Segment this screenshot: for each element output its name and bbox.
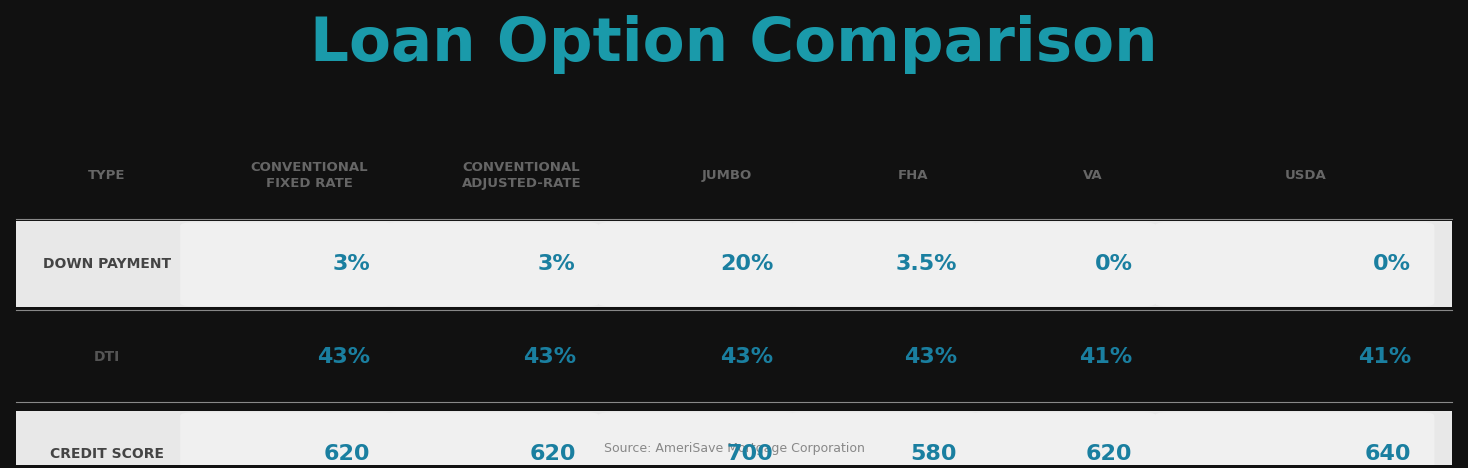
Text: 3%: 3% xyxy=(333,254,370,274)
Text: CONVENTIONAL
FIXED RATE: CONVENTIONAL FIXED RATE xyxy=(250,161,368,190)
FancyBboxPatch shape xyxy=(972,412,1155,468)
Text: 3%: 3% xyxy=(537,254,575,274)
Text: 3.5%: 3.5% xyxy=(895,254,957,274)
FancyBboxPatch shape xyxy=(385,222,599,306)
FancyBboxPatch shape xyxy=(972,222,1155,306)
Text: 41%: 41% xyxy=(1079,347,1132,367)
Text: 41%: 41% xyxy=(1358,347,1411,367)
Text: USDA: USDA xyxy=(1284,168,1326,182)
Text: VA: VA xyxy=(1083,168,1102,182)
Text: TYPE: TYPE xyxy=(88,168,126,182)
Text: JUMBO: JUMBO xyxy=(702,168,752,182)
FancyBboxPatch shape xyxy=(788,222,981,306)
Text: 620: 620 xyxy=(324,444,370,464)
Text: 43%: 43% xyxy=(904,347,957,367)
FancyBboxPatch shape xyxy=(181,412,393,468)
FancyBboxPatch shape xyxy=(1154,412,1434,468)
Text: 43%: 43% xyxy=(317,347,370,367)
Text: 620: 620 xyxy=(1086,444,1132,464)
Text: CREDIT SCORE: CREDIT SCORE xyxy=(50,447,164,461)
Text: 43%: 43% xyxy=(523,347,575,367)
FancyBboxPatch shape xyxy=(597,222,797,306)
Text: 620: 620 xyxy=(530,444,575,464)
Text: 640: 640 xyxy=(1364,444,1411,464)
FancyBboxPatch shape xyxy=(788,412,981,468)
FancyBboxPatch shape xyxy=(385,412,599,468)
Text: 0%: 0% xyxy=(1095,254,1132,274)
Text: DOWN PAYMENT: DOWN PAYMENT xyxy=(43,257,170,271)
Text: DTI: DTI xyxy=(94,350,120,364)
Text: 43%: 43% xyxy=(721,347,774,367)
FancyBboxPatch shape xyxy=(1154,222,1434,306)
FancyBboxPatch shape xyxy=(181,222,393,306)
Text: 580: 580 xyxy=(910,444,957,464)
Text: 20%: 20% xyxy=(721,254,774,274)
Text: Source: AmeriSave Mortgage Corporation: Source: AmeriSave Mortgage Corporation xyxy=(603,442,865,455)
Text: 700: 700 xyxy=(727,444,774,464)
Text: 0%: 0% xyxy=(1373,254,1411,274)
FancyBboxPatch shape xyxy=(16,411,1452,468)
Text: Loan Option Comparison: Loan Option Comparison xyxy=(310,15,1158,74)
Text: CONVENTIONAL
ADJUSTED-RATE: CONVENTIONAL ADJUSTED-RATE xyxy=(462,161,581,190)
FancyBboxPatch shape xyxy=(16,221,1452,307)
Text: FHA: FHA xyxy=(897,168,928,182)
FancyBboxPatch shape xyxy=(597,412,797,468)
